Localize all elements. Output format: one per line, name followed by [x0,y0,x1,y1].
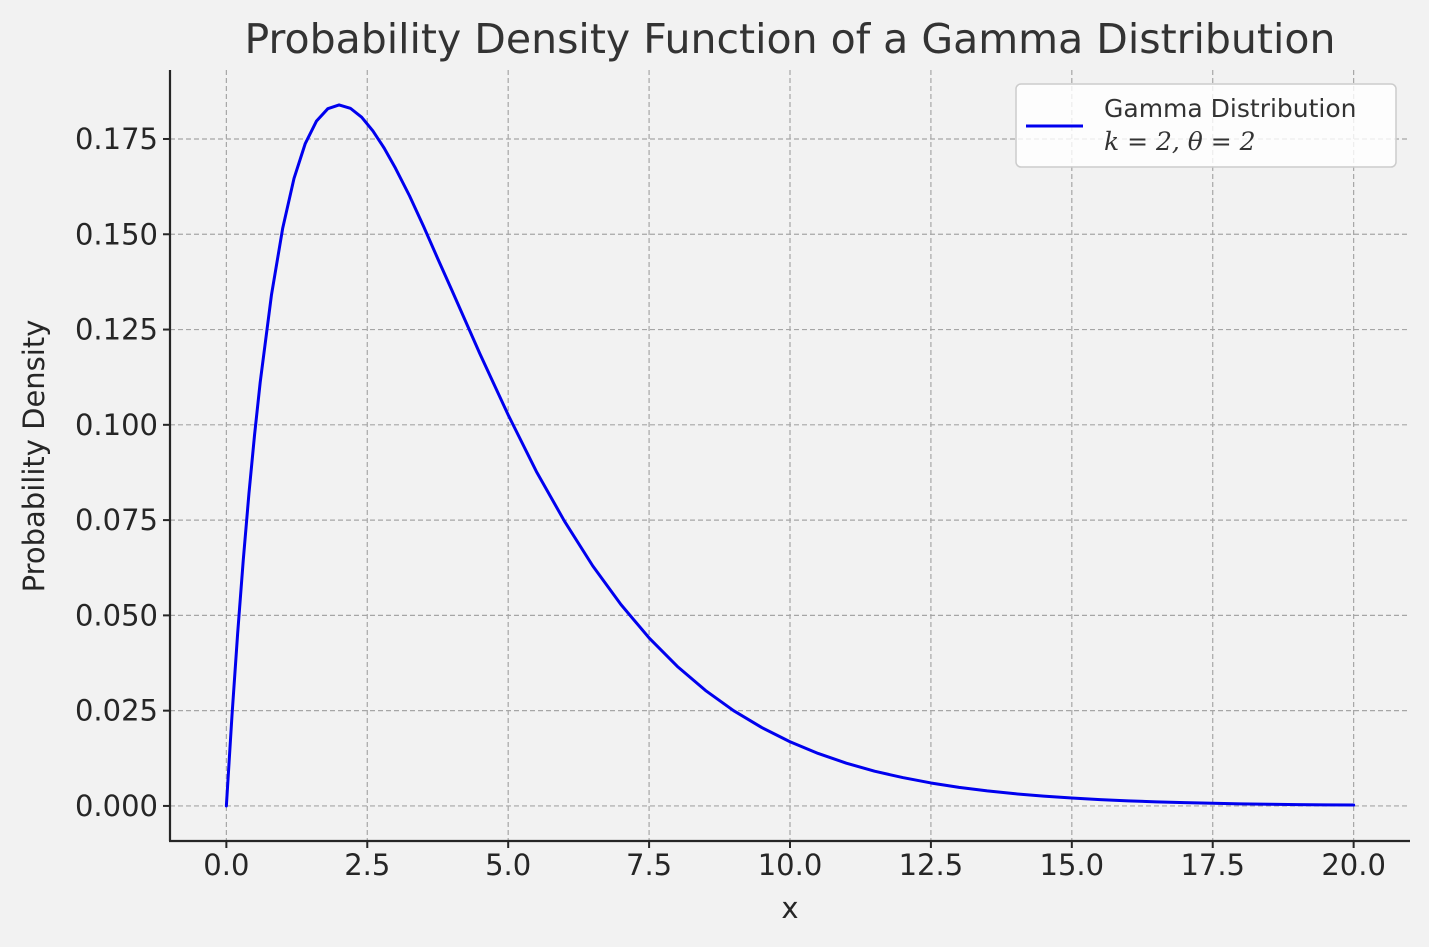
y-tick-label: 0.025 [75,694,158,728]
legend: Gamma Distribution k = 2, θ = 2 [1015,83,1397,168]
x-tick-label: 10.0 [758,848,823,882]
x-axis-label: x [781,891,798,925]
x-tick-label: 17.5 [1180,848,1245,882]
y-tick-label: 0.100 [75,408,158,442]
series-layer [224,103,1356,808]
x-tick-label: 15.0 [1040,848,1105,882]
y-tick-label: 0.000 [75,789,158,823]
y-axis-label: Probability Density [17,320,51,593]
y-tick-label: 0.075 [75,503,158,537]
legend-box [1015,83,1397,168]
x-tick-label: 7.5 [626,848,672,882]
x-tick-label: 5.0 [485,848,531,882]
gamma-pdf-line [224,103,1356,808]
y-tick-label: 0.175 [75,122,158,156]
chart-title: Probability Density Function of a Gamma … [245,15,1336,63]
legend-entry-params: k = 2, θ = 2 [1104,127,1256,156]
grid [170,70,1410,841]
x-tick-label: 0.0 [203,848,249,882]
y-tick-label: 0.050 [75,598,158,632]
y-tick-label: 0.150 [75,217,158,251]
x-ticks: 0.0 2.5 5.0 7.5 10.0 12.5 15.0 17.5 20.0 [203,841,1386,882]
x-tick-label: 12.5 [899,848,964,882]
x-tick-label: 20.0 [1321,848,1386,882]
x-tick-label: 2.5 [344,848,390,882]
legend-entry-label: Gamma Distribution [1104,94,1357,123]
y-tick-label: 0.125 [75,313,158,347]
y-ticks: 0.000 0.025 0.050 0.075 0.100 0.125 0.150 0.175 [75,122,170,823]
